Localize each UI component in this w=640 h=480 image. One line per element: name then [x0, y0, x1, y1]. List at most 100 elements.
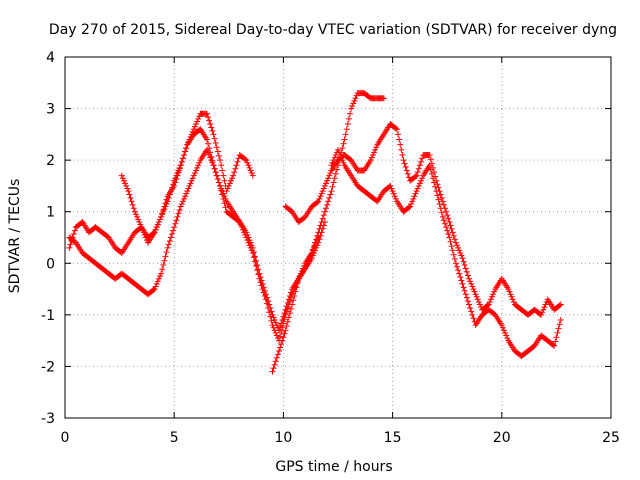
- data-point: [286, 310, 293, 317]
- data-point: [427, 156, 434, 163]
- data-point: [491, 288, 498, 295]
- data-point: [207, 149, 214, 156]
- data-point: [417, 158, 424, 165]
- data-point: [475, 298, 482, 305]
- data-point: [294, 280, 301, 287]
- data-point: [246, 164, 253, 171]
- data-point: [458, 277, 465, 284]
- data-point: [314, 232, 321, 239]
- data-point: [217, 157, 224, 164]
- data-point: [557, 301, 564, 308]
- data-point: [67, 241, 74, 248]
- series-track-b: [66, 146, 328, 344]
- data-point: [457, 274, 464, 281]
- data-point: [170, 181, 177, 188]
- data-point: [416, 162, 423, 169]
- data-point: [401, 160, 408, 167]
- data-point: [271, 361, 278, 368]
- data-point: [163, 249, 170, 256]
- data-point: [259, 280, 266, 287]
- data-point: [367, 157, 374, 164]
- data-point: [452, 260, 459, 267]
- data-point: [443, 208, 450, 215]
- data-point: [214, 176, 221, 183]
- data-point: [510, 298, 517, 305]
- data-point: [134, 213, 141, 220]
- data-point: [135, 216, 142, 223]
- data-point: [329, 159, 336, 166]
- data-point: [246, 237, 253, 244]
- data-point: [254, 267, 261, 274]
- data-point: [333, 166, 340, 173]
- data-point: [415, 165, 422, 172]
- data-point: [317, 222, 324, 229]
- data-point: [218, 162, 225, 169]
- x-tick-label: 10: [274, 430, 292, 446]
- data-point: [284, 318, 291, 325]
- data-point: [169, 231, 176, 238]
- data-point: [244, 231, 251, 238]
- data-point: [324, 177, 331, 184]
- data-point: [181, 151, 188, 158]
- x-tick-label: 15: [384, 430, 402, 446]
- data-point: [340, 159, 347, 166]
- data-point: [126, 191, 133, 198]
- data-point: [248, 170, 255, 177]
- data-point: [174, 170, 181, 177]
- data-point: [319, 188, 326, 195]
- data-point: [318, 219, 325, 226]
- data-point: [502, 329, 509, 336]
- y-tick-label: -1: [41, 308, 55, 324]
- data-point: [157, 216, 164, 223]
- data-point: [248, 242, 255, 249]
- data-point: [557, 317, 564, 324]
- data-point: [446, 234, 453, 241]
- data-point: [326, 172, 333, 179]
- data-point: [500, 327, 507, 334]
- data-point: [272, 319, 279, 326]
- data-point: [407, 203, 414, 210]
- data-point: [336, 149, 343, 156]
- data-point: [315, 198, 322, 205]
- data-point: [221, 177, 228, 184]
- data-point: [331, 175, 338, 182]
- data-point: [470, 315, 477, 322]
- data-point: [330, 157, 337, 164]
- data-point: [460, 258, 467, 265]
- data-point: [184, 188, 191, 195]
- data-point: [255, 266, 262, 273]
- data-point: [451, 236, 458, 243]
- data-point: [279, 337, 286, 344]
- data-point: [209, 158, 216, 165]
- data-point: [140, 229, 147, 236]
- data-point: [444, 212, 451, 219]
- data-point: [178, 158, 185, 165]
- data-point: [301, 262, 308, 269]
- data-point: [412, 173, 419, 180]
- data-point: [426, 151, 433, 158]
- data-point: [445, 231, 452, 238]
- y-tick-label: -3: [41, 411, 55, 427]
- data-point: [190, 126, 197, 133]
- data-point: [136, 219, 143, 226]
- data-point: [343, 126, 350, 133]
- data-point: [438, 209, 445, 216]
- data-point: [273, 354, 280, 361]
- data-point: [183, 145, 190, 152]
- data-point: [177, 162, 184, 169]
- y-tick-label: 2: [46, 153, 55, 169]
- data-point: [175, 167, 182, 174]
- data-point: [392, 125, 399, 132]
- data-point: [437, 191, 444, 198]
- data-point: [165, 241, 172, 248]
- data-point: [402, 164, 409, 171]
- data-point: [318, 190, 325, 197]
- data-point: [272, 329, 279, 336]
- data-point: [321, 182, 328, 189]
- data-point: [348, 105, 355, 112]
- data-point: [456, 247, 463, 254]
- data-point: [471, 288, 478, 295]
- data-point: [541, 304, 548, 311]
- data-point: [540, 306, 547, 313]
- data-point: [316, 225, 323, 232]
